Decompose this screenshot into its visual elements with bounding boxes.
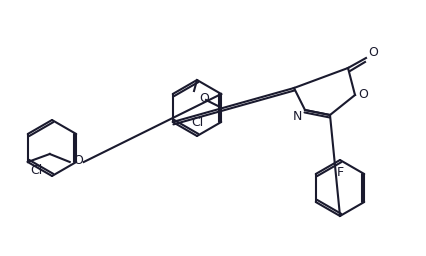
Text: O: O (368, 47, 378, 59)
Text: O: O (73, 154, 83, 166)
Text: F: F (337, 166, 343, 179)
Text: O: O (199, 92, 209, 105)
Text: O: O (358, 89, 368, 101)
Text: Cl: Cl (191, 115, 203, 129)
Text: N: N (292, 110, 302, 123)
Text: Cl: Cl (30, 164, 42, 176)
